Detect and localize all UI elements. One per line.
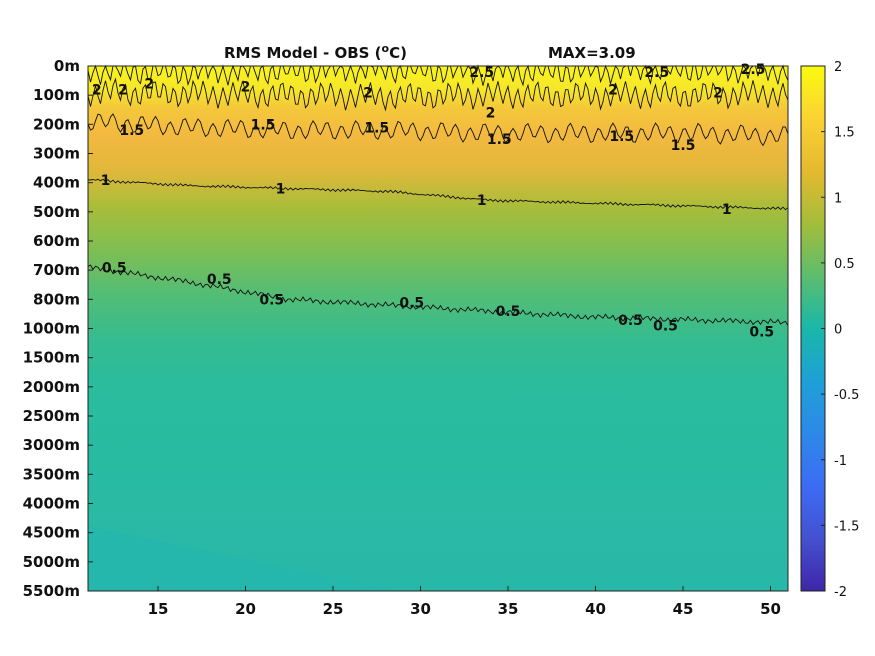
contour-line [87,264,789,326]
x-tick-label: 35 [498,600,519,618]
x-tick-label: 15 [148,600,169,618]
y-tick-label: 200m [33,115,80,133]
colorbar-tick-label: 0 [834,323,842,338]
contour-label: 0.5 [399,295,424,311]
colorbar-tick-label: -1 [834,454,847,469]
contour-label: 1.5 [119,123,144,139]
contour-label: 1.5 [364,120,389,136]
y-tick-label: 300m [33,145,80,163]
contour-label: 2 [241,79,251,95]
x-tick-label: 20 [235,600,256,618]
contour-label: 0.5 [259,292,284,308]
colorbar-tick-label: 2 [834,60,842,75]
contour-label: 2.5 [644,65,669,81]
colorbar: 2 1.5 1 0.5 0 -0.5 -1 -1.5 -2 [800,60,859,600]
colorbar-tick-label: -1.5 [834,519,859,534]
y-tick-label: 400m [33,174,80,192]
y-tick-label: 3500m [23,465,80,483]
field-background [88,66,788,591]
contour-line [87,113,789,147]
contour-label: 2 [118,82,128,98]
x-tick-label: 40 [585,600,606,618]
max-label: MAX=3.09 [548,44,636,62]
y-tick-label: 3000m [23,436,80,454]
contour-label: 1 [722,202,732,218]
colorbar-tick-label: 1 [834,191,842,206]
y-tick-label: 5500m [23,582,80,600]
x-tick-label: 25 [323,600,344,618]
contour-label: 2 [363,85,373,101]
colorbar-tick-label: 1.5 [834,126,855,141]
contour-label: 2 [144,77,154,93]
contour-line [87,178,789,211]
x-axis: 15 20 25 30 35 40 45 50 [148,586,781,618]
colorbar-tick-label: -2 [834,585,847,600]
y-tick-label: 2000m [23,378,80,396]
y-tick-label: 5000m [23,553,80,571]
contour-label: 1 [477,193,487,209]
y-tick-label: 500m [33,203,80,221]
y-tick-label: 1000m [23,320,80,338]
contour-label: 1.5 [251,117,276,133]
y-tick-label: 800m [33,290,80,308]
contour-label: 0.5 [496,304,521,320]
x-tick-label: 45 [673,600,694,618]
x-tick-label: 30 [410,600,431,618]
y-tick-label: 0m [54,57,80,75]
y-tick-label: 1500m [23,349,80,367]
contour-label: 1.5 [487,132,512,148]
contour-label: 2 [713,85,723,101]
contour-label: 2 [608,82,618,98]
contour-label: 0.5 [653,319,678,335]
contour-label: 2.5 [741,62,766,78]
y-axis: 0m 100m 200m 300m 400m 500m 600m 700m 800m 1000m 1… [23,57,93,600]
x-tick-label: 50 [760,600,781,618]
contour-label: 0.5 [102,260,127,276]
contour-label: 0.5 [207,272,232,288]
y-tick-label: 700m [33,261,80,279]
colorbar-tick-label: 0.5 [834,257,855,272]
contour-label: 0.5 [618,313,643,329]
contour-line [87,77,789,112]
contour-label: 0.5 [749,324,774,340]
contour-label: 1.5 [671,138,696,154]
contour-label: 1 [276,182,286,198]
deep-field-region [88,526,400,591]
y-tick-label: 600m [33,232,80,250]
y-tick-label: 4500m [23,524,80,542]
plot-area: 2.5 2.5 2.52 2 2 2 222 21.5 1.5 1.51.5 1.51.511110… [87,62,789,592]
contour-label: 2 [486,106,496,122]
chart-title: RMS Model - OBS (oC) [224,42,407,62]
colorbar-tick-label: -0.5 [834,388,859,403]
contour-label: 2 [92,82,102,98]
y-tick-label: 100m [33,86,80,104]
contour-label: 2.5 [469,65,494,81]
colorbar-ticks: 2 1.5 1 0.5 0 -0.5 -1 -1.5 -2 [821,60,859,600]
contour-label: 1.5 [609,129,634,145]
y-tick-label: 4000m [23,495,80,513]
y-tick-label: 2500m [23,407,80,425]
contour-label: 1 [101,173,111,189]
